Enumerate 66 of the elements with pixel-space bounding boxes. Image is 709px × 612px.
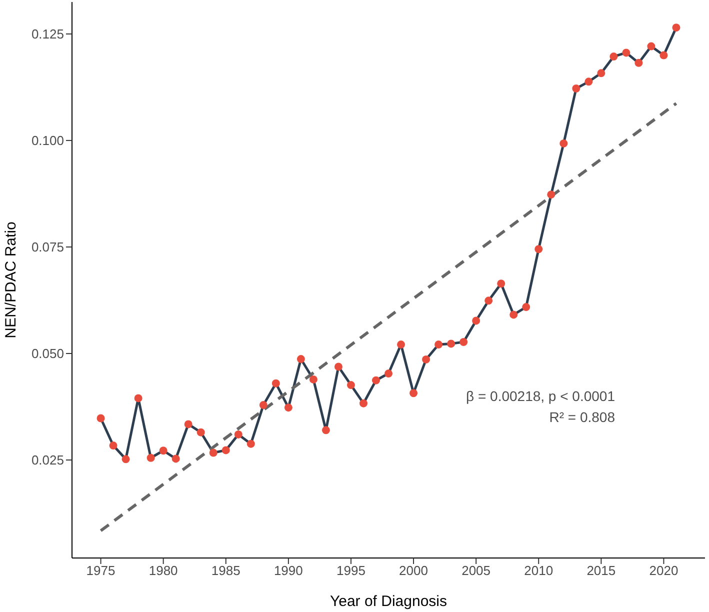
point	[622, 48, 630, 57]
x-tick-label: 1990	[274, 563, 303, 578]
point	[497, 280, 506, 288]
x-tick-label: 2010	[524, 563, 554, 578]
y-tick-label: 0.075	[31, 240, 64, 255]
point	[447, 340, 456, 348]
point	[122, 455, 130, 464]
x-tick-label: 1980	[148, 563, 178, 578]
point	[434, 340, 443, 349]
point	[272, 379, 280, 388]
point	[560, 139, 568, 148]
x-tick-label: 1975	[86, 563, 116, 578]
point	[246, 440, 255, 448]
point	[234, 430, 242, 438]
x-tick-label: 2020	[649, 563, 678, 578]
point	[410, 389, 418, 398]
x-axis-title: Year of Diagnosis	[330, 593, 448, 610]
point	[184, 420, 192, 428]
point	[397, 340, 406, 349]
point	[359, 399, 368, 408]
y-tick-label: 0.050	[31, 346, 64, 362]
point	[384, 370, 392, 378]
point	[572, 84, 580, 92]
point	[334, 362, 342, 371]
point	[146, 454, 155, 462]
point	[322, 426, 330, 434]
x-tick-label: 2015	[586, 563, 616, 578]
y-tick-label: 0.025	[31, 452, 64, 468]
y-tick-label: 0.100	[31, 133, 64, 148]
point	[309, 375, 318, 384]
y-axis-title: NEN/PDAC Ratio	[2, 222, 20, 338]
annotation: β = 0.00218, p < 0.0001	[466, 387, 615, 406]
annotation: R² = 0.808	[548, 408, 615, 427]
point	[660, 51, 668, 60]
x-tick-label: 1995	[336, 563, 366, 578]
point	[109, 442, 118, 450]
point	[634, 58, 643, 67]
point	[96, 414, 105, 422]
point	[522, 303, 530, 312]
point	[647, 42, 656, 50]
point	[484, 296, 493, 305]
point	[672, 24, 680, 32]
point	[134, 394, 142, 402]
point	[472, 316, 480, 325]
point	[284, 404, 292, 412]
point	[597, 69, 606, 78]
point	[196, 428, 205, 436]
point	[296, 355, 305, 364]
x-tick-label: 2000	[399, 563, 428, 578]
x-tick-label: 2005	[462, 563, 491, 578]
point	[346, 381, 355, 390]
point	[222, 446, 230, 454]
point	[510, 310, 518, 319]
point	[460, 338, 468, 346]
point	[372, 376, 380, 384]
point	[209, 448, 218, 457]
y-tick-label: 0.125	[31, 26, 64, 42]
x-tick-label: 1985	[211, 563, 240, 578]
point	[547, 190, 556, 199]
point	[534, 245, 543, 254]
point	[610, 52, 618, 61]
point	[172, 454, 180, 463]
point	[422, 355, 430, 364]
point	[159, 446, 168, 455]
point	[259, 401, 268, 410]
point	[584, 78, 593, 86]
